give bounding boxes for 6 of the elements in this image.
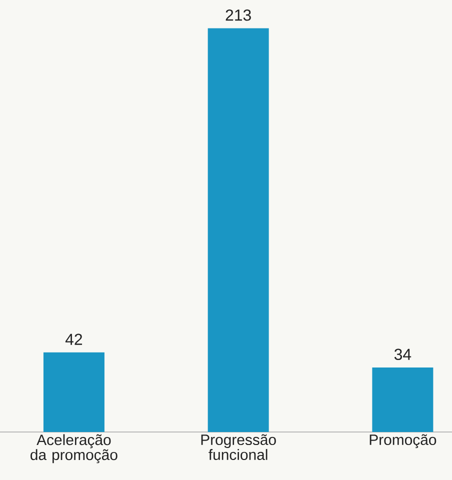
data-label: 213 (226, 9, 251, 21)
x-tick-label: Promoção (370, 434, 436, 448)
data-label: 42 (65, 334, 82, 345)
data-label: 34 (394, 348, 412, 360)
x-tick-label: Progressão funcional (201, 434, 276, 460)
x-tick-label: Aceleração da promoção (30, 434, 118, 464)
